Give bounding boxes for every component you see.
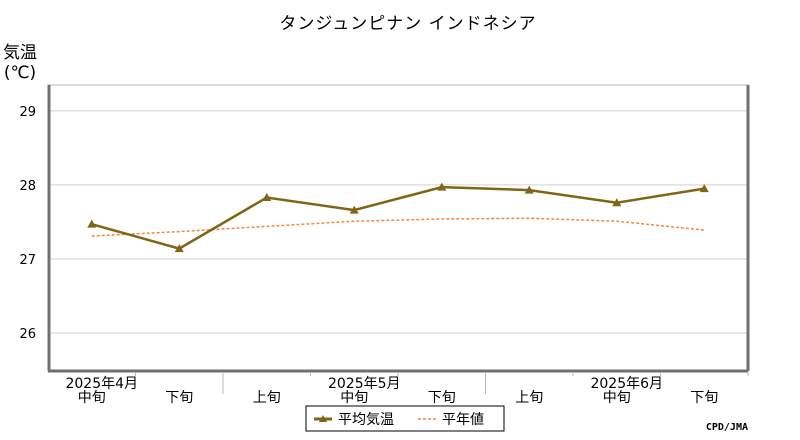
- series-line-average: [91, 185, 705, 250]
- x-tick-label-1: 下旬: [165, 390, 193, 406]
- data-point-average-4: [437, 182, 447, 191]
- data-point-average-1: [174, 244, 184, 253]
- y-tick-label-1: 27: [19, 253, 36, 268]
- legend-marker-avg: [319, 415, 327, 422]
- data-point-average-7: [699, 184, 709, 193]
- credit-label: CPD/JMA: [706, 422, 748, 433]
- y-tick-label-0: 26: [19, 327, 36, 342]
- axes: [47, 84, 750, 394]
- x-tick-label-4: 下旬: [428, 390, 456, 406]
- chart-title: タンジュンピナン インドネシア: [279, 14, 536, 34]
- series-line-normal: [91, 217, 705, 237]
- legend: 平均気温 平年値: [305, 405, 505, 432]
- x-tick-label-3: 中旬: [340, 390, 368, 406]
- month-label-2: 2025年6月: [590, 376, 663, 392]
- data-point-average-2: [262, 193, 272, 202]
- month-label-0: 2025年4月: [65, 376, 138, 392]
- x-tick-label-0: 中旬: [78, 390, 106, 406]
- data-point-average-6: [612, 198, 622, 207]
- x-tick-labels: 中旬 下旬 上旬 中旬 下旬 上旬 中旬 下旬 2025年4月 2025年5月 2025年6月: [65, 376, 718, 406]
- grid-lines: [48, 110, 748, 334]
- data-point-average-0: [87, 219, 97, 228]
- x-tick-label-5: 上旬: [515, 390, 543, 406]
- legend-label-avg: 平均気温: [338, 412, 394, 428]
- legend-label-normal: 平年値: [442, 412, 484, 428]
- data-point-average-5: [524, 185, 534, 194]
- x-tick-label-2: 上旬: [253, 390, 281, 406]
- y-axis-label: 気温: [3, 43, 37, 63]
- y-tick-label-2: 28: [19, 179, 36, 194]
- y-tick-labels: 26 27 28 29: [19, 105, 36, 342]
- month-label-1: 2025年5月: [328, 376, 401, 392]
- data-point-average-3: [349, 205, 359, 214]
- y-tick-label-3: 29: [19, 105, 36, 120]
- x-tick-label-6: 中旬: [603, 390, 631, 406]
- legend-box: [305, 405, 505, 432]
- x-tick-label-7: 下旬: [690, 390, 718, 406]
- plot-frame: [47, 84, 749, 371]
- y-axis-unit: (℃): [4, 63, 36, 83]
- series-lines: [87, 182, 709, 253]
